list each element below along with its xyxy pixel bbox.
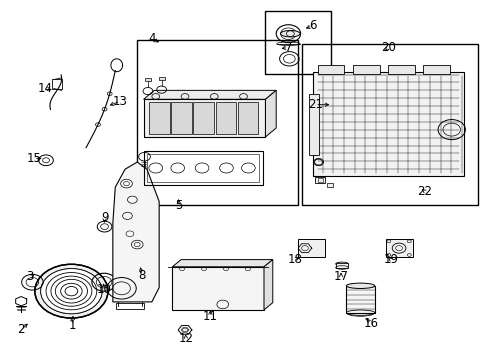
Polygon shape (143, 90, 276, 99)
Bar (387, 65, 414, 74)
Ellipse shape (346, 283, 374, 288)
Bar (143, 151, 263, 185)
Bar (298, 239, 325, 257)
Text: 6: 6 (308, 19, 316, 32)
Bar (137, 40, 298, 205)
Bar (314, 177, 325, 183)
Text: 2: 2 (18, 323, 25, 336)
Bar (149, 102, 169, 134)
Polygon shape (265, 90, 276, 137)
Text: 9: 9 (101, 211, 108, 224)
Bar (116, 303, 144, 309)
Bar (317, 178, 322, 182)
Bar (237, 102, 257, 134)
Bar (385, 239, 412, 257)
Text: 13: 13 (113, 95, 127, 108)
Bar (352, 65, 379, 74)
Ellipse shape (280, 31, 300, 37)
Circle shape (41, 269, 102, 314)
Bar (317, 65, 344, 74)
Text: 8: 8 (138, 269, 145, 282)
Bar (143, 99, 265, 137)
Bar (171, 102, 191, 134)
Circle shape (35, 264, 108, 318)
Text: 21: 21 (307, 98, 322, 111)
Text: 7: 7 (284, 41, 291, 54)
Text: 22: 22 (417, 185, 431, 198)
Text: 14: 14 (38, 82, 53, 95)
Bar (422, 65, 449, 74)
Text: 17: 17 (333, 270, 348, 283)
Text: 16: 16 (363, 317, 378, 330)
Polygon shape (264, 260, 272, 310)
Bar (147, 154, 259, 182)
Bar (52, 78, 62, 89)
Text: 19: 19 (383, 253, 397, 266)
Bar (335, 263, 347, 267)
Text: 12: 12 (178, 332, 193, 345)
Text: 1: 1 (69, 319, 77, 332)
Bar (145, 78, 151, 81)
Polygon shape (113, 162, 159, 302)
Text: 11: 11 (203, 310, 218, 324)
Text: 3: 3 (26, 270, 34, 283)
Bar (302, 44, 477, 205)
Bar (172, 267, 264, 310)
Bar (265, 12, 330, 74)
Bar (312, 72, 463, 176)
Text: 5: 5 (175, 199, 182, 212)
Text: 18: 18 (286, 253, 302, 266)
Bar (215, 102, 235, 134)
Bar (327, 183, 332, 187)
Bar (193, 102, 213, 134)
Bar (346, 286, 374, 313)
Bar (158, 77, 164, 80)
Text: 20: 20 (380, 41, 395, 54)
Text: 4: 4 (148, 32, 155, 45)
Text: 10: 10 (97, 283, 111, 296)
Polygon shape (172, 260, 272, 267)
Text: 15: 15 (26, 152, 41, 165)
Bar (308, 94, 318, 155)
